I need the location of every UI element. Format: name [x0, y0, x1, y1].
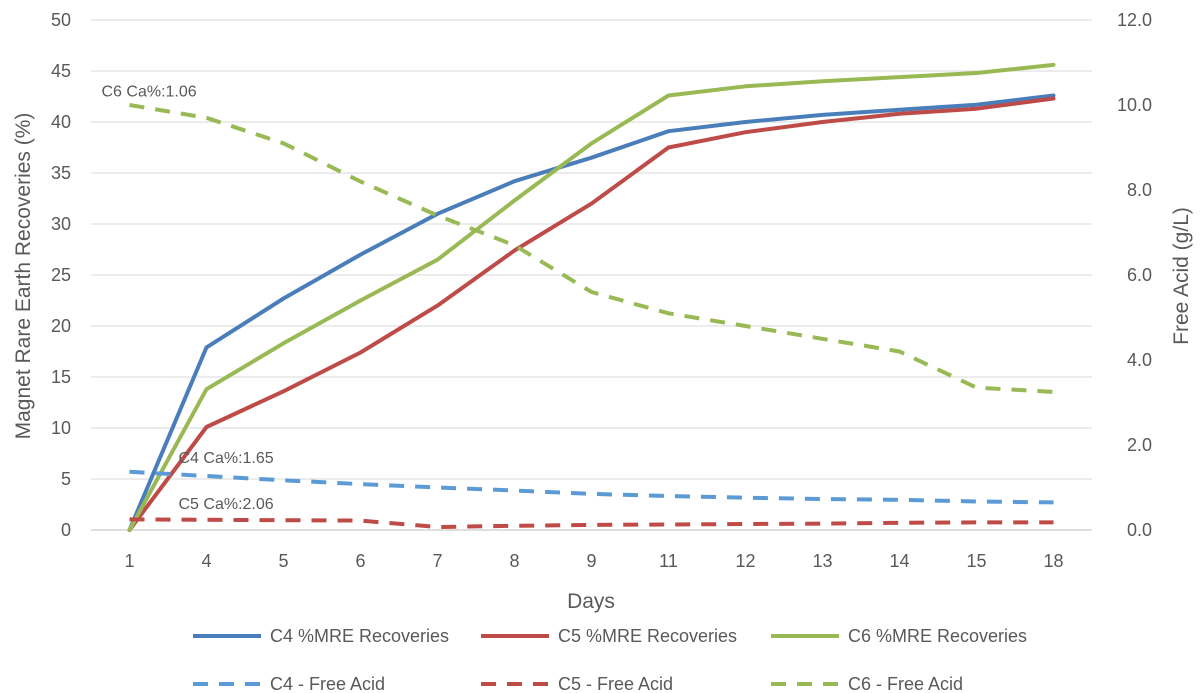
x-tick-label: 6	[355, 551, 365, 571]
y-tick-label: 50	[51, 10, 71, 30]
y2-tick-label: 0.0	[1127, 520, 1152, 540]
legend-label: C6 - Free Acid	[848, 674, 963, 693]
legend-label: C5 %MRE Recoveries	[558, 626, 737, 646]
y-tick-label: 45	[51, 61, 71, 81]
series-line-6	[129, 103, 1054, 394]
legend-label: C6 %MRE Recoveries	[848, 626, 1027, 646]
y2-tick-label: 4.0	[1127, 350, 1152, 370]
x-tick-label: 15	[966, 551, 986, 571]
x-tick-label: 1	[124, 551, 134, 571]
legend-label: C4 - Free Acid	[270, 674, 385, 693]
y-tick-label: 40	[51, 112, 71, 132]
y2-tick-label: 10.0	[1117, 95, 1152, 115]
series-line-1	[127, 93, 1056, 532]
series-line-3	[127, 62, 1056, 532]
series-line-2	[127, 96, 1056, 532]
y-axis-title: Magnet Rare Earth Recoveries (%)	[12, 113, 35, 440]
y2-tick-label: 12.0	[1117, 10, 1152, 30]
y-tick-label: 35	[51, 163, 71, 183]
legend: C4 %MRE Recoveries C5 %MRE Recoveries C6 %…	[193, 626, 1027, 693]
gridlines	[91, 19, 1092, 531]
x-axis-ticks: 1 4 5 6 7 8 9 11 12 13 14 15 18	[124, 551, 1063, 571]
y-tick-label: 30	[51, 214, 71, 234]
x-tick-label: 4	[201, 551, 211, 571]
annotation-label: C6 Ca%:1.06	[102, 84, 197, 101]
x-tick-label: 9	[586, 551, 596, 571]
y2-tick-label: 6.0	[1127, 265, 1152, 285]
y2-axis-title: Free Acid (g/L)	[1170, 207, 1193, 345]
x-tick-label: 18	[1043, 551, 1063, 571]
y-tick-label: 15	[51, 367, 71, 387]
left-axis-ticks: 0 5 10 15 20 25 30 35 40 45 50	[51, 10, 71, 540]
legend-label: C5 - Free Acid	[558, 674, 673, 693]
legend-label: C4 %MRE Recoveries	[270, 626, 449, 646]
right-axis-ticks: 0.0 2.0 4.0 6.0 8.0 10.0 12.0	[1117, 10, 1152, 540]
x-tick-label: 5	[278, 551, 288, 571]
y-tick-label: 5	[61, 469, 71, 489]
annotations: C6 Ca%:1.06 C4 Ca%:1.65 C5 Ca%:2.06	[102, 84, 274, 513]
x-tick-label: 7	[432, 551, 442, 571]
x-tick-label: 13	[812, 551, 832, 571]
y2-tick-label: 2.0	[1127, 435, 1152, 455]
y2-tick-label: 8.0	[1127, 180, 1152, 200]
annotation-label: C5 Ca%:2.06	[179, 496, 274, 513]
y-tick-label: 10	[51, 418, 71, 438]
x-tick-label: 8	[509, 551, 519, 571]
y-tick-label: 0	[61, 520, 71, 540]
series-line-5	[129, 517, 1054, 529]
annotation-label: C4 Ca%:1.65	[179, 450, 274, 467]
x-tick-label: 14	[889, 551, 909, 571]
y-tick-label: 25	[51, 265, 71, 285]
series-lines	[127, 62, 1056, 532]
x-tick-label: 11	[659, 551, 678, 571]
y-tick-label: 20	[51, 316, 71, 336]
x-axis-title: Days	[567, 590, 615, 613]
x-tick-label: 12	[735, 551, 755, 571]
